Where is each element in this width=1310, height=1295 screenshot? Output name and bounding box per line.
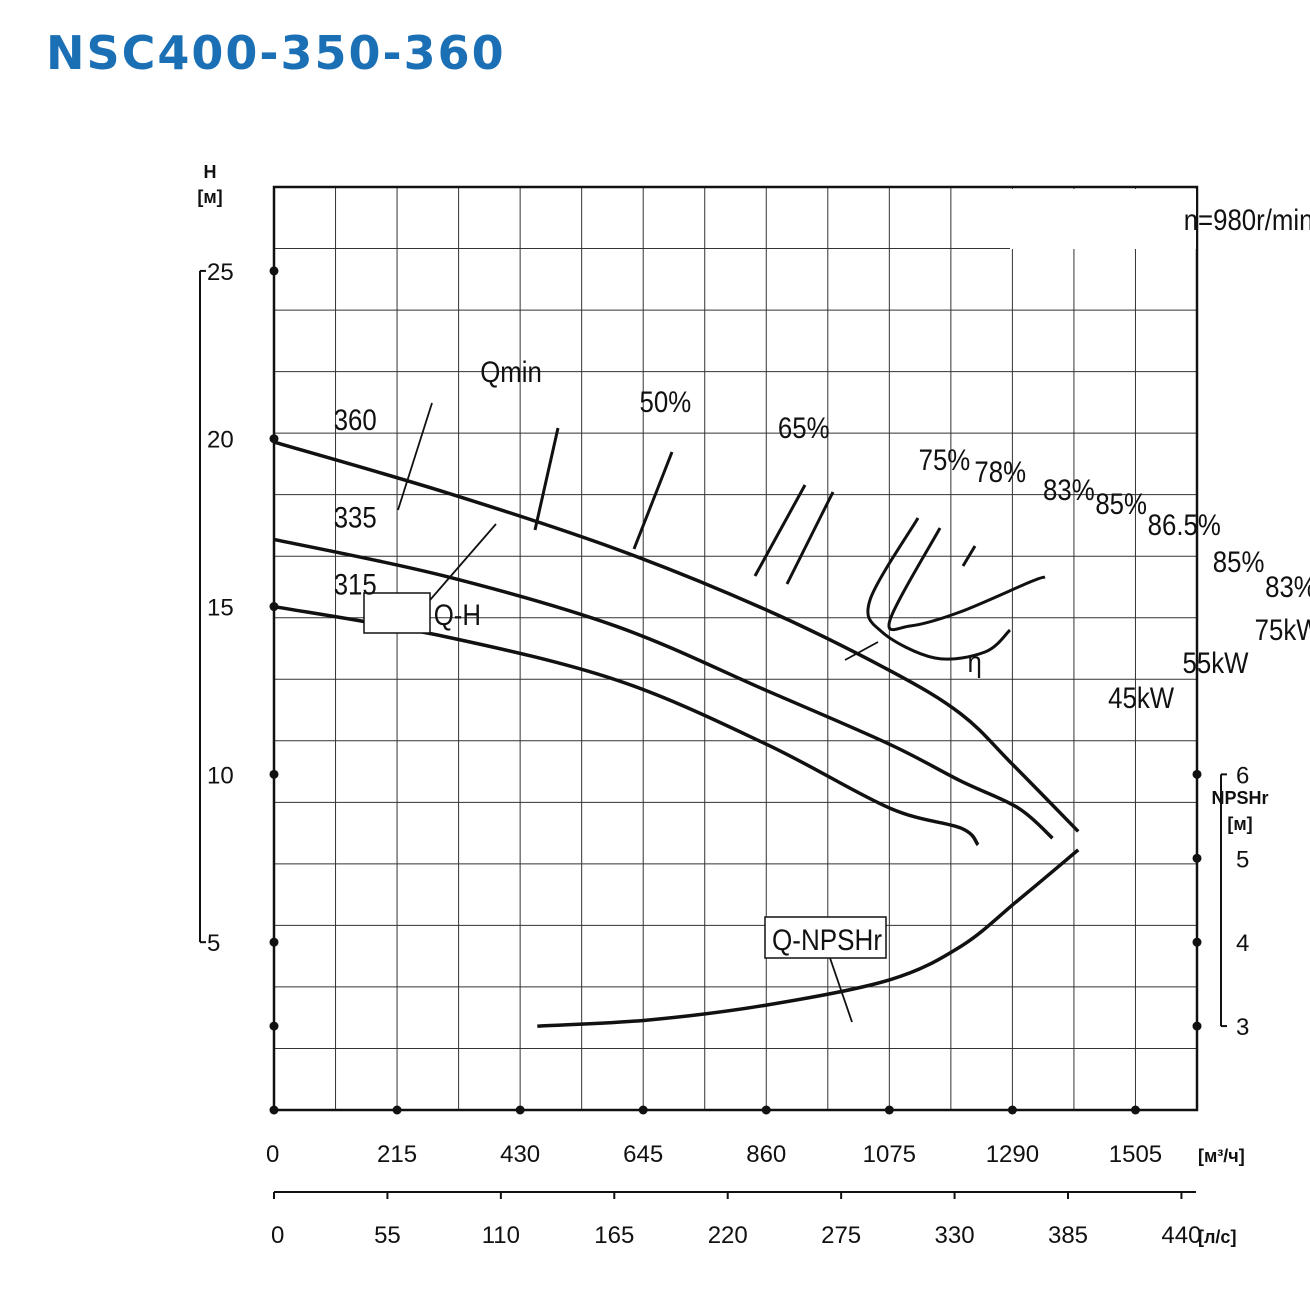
qh-curve-335 <box>273 537 1054 840</box>
efficiency-iso-line <box>961 545 977 567</box>
ls-tick-label: 165 <box>594 1222 634 1249</box>
x-tick-dot <box>515 1105 525 1115</box>
npsh-axis-unit: [м] <box>1227 814 1252 834</box>
power-label: 75kW <box>1255 613 1310 646</box>
x-tick-label: 1505 <box>1109 1141 1162 1168</box>
h-tick-label: 25 <box>207 259 234 286</box>
speed-label: n=980r/min <box>1184 203 1310 236</box>
leader-line <box>829 957 853 1023</box>
x-axis-unit: [м³/ч] <box>1198 1146 1245 1166</box>
x-tick-label: 645 <box>623 1141 663 1168</box>
efficiency-label: 86.5% <box>1148 508 1221 541</box>
power-label: 45kW <box>1108 681 1174 714</box>
efficiency-label: 85% <box>1095 487 1147 520</box>
npsh-tick-dot <box>1192 937 1202 947</box>
npsh-tick-label: 4 <box>1236 930 1249 957</box>
x-tick-dot <box>269 1105 279 1115</box>
x-tick-label: 0 <box>266 1141 279 1168</box>
plot-border <box>272 185 1199 1112</box>
plot-frame <box>199 185 1227 1199</box>
x-tick-label: 860 <box>746 1141 786 1168</box>
qh-label-box <box>363 592 431 634</box>
x-tick-dot <box>638 1105 648 1115</box>
impeller-label: 335 <box>334 501 377 534</box>
efficiency-label: 85% <box>1213 545 1265 578</box>
h-tick-dot <box>269 266 279 276</box>
efficiency-label: 50% <box>640 385 692 418</box>
npsh-curve-label: Q-NPSHr <box>772 924 882 957</box>
h-tick-dot <box>269 769 279 779</box>
leader-line <box>844 641 879 661</box>
efficiency-label: 75% <box>919 443 971 476</box>
npsh-curve <box>537 848 1080 1028</box>
efficiency-iso-line <box>887 527 1046 632</box>
efficiency-label: 83% <box>1265 570 1310 603</box>
eta-label: η <box>967 645 981 678</box>
npsh-tick-label: 6 <box>1236 762 1249 789</box>
x-tick-label: 1290 <box>986 1141 1039 1168</box>
ls-tick-label: 330 <box>935 1222 975 1249</box>
leader-line <box>397 402 433 511</box>
qmin-label: Qmin <box>480 355 542 388</box>
efficiency-iso-line <box>753 484 807 577</box>
x-tick-label: 215 <box>377 1141 417 1168</box>
power-label: 55kW <box>1183 646 1249 679</box>
efficiency-iso-line <box>533 427 560 531</box>
ls-tick-label: 0 <box>271 1222 284 1249</box>
ls-axis-unit: [л/с] <box>1198 1227 1236 1247</box>
x-tick-dot <box>1007 1105 1017 1115</box>
ls-tick-label: 55 <box>374 1222 401 1249</box>
h-axis-unit: [м] <box>197 187 222 207</box>
npsh-tick-label: 3 <box>1236 1014 1249 1041</box>
npsh-label-box <box>764 916 887 959</box>
npsh-axis-label: NPSHr <box>1211 788 1268 808</box>
ls-tick-label: 385 <box>1048 1222 1088 1249</box>
leader-line <box>429 523 497 601</box>
x-tick-dot <box>761 1105 771 1115</box>
h-tick-dot <box>269 1021 279 1031</box>
efficiency-iso-line <box>866 517 1012 661</box>
npsh-tick-dot <box>1192 1021 1202 1031</box>
npsh-tick-dot <box>1192 769 1202 779</box>
h-tick-label: 10 <box>207 762 234 789</box>
ls-tick-label: 440 <box>1161 1222 1201 1249</box>
x-tick-label: 1075 <box>863 1141 916 1168</box>
ls-tick-label: 275 <box>821 1222 861 1249</box>
h-axis-label: Н <box>204 162 217 182</box>
impeller-label: 315 <box>334 568 377 601</box>
efficiency-label: 78% <box>974 455 1026 488</box>
ls-tick-label: 220 <box>708 1222 748 1249</box>
speed-label-box <box>1010 189 1196 249</box>
npsh-tick-label: 5 <box>1236 846 1249 873</box>
h-tick-label: 20 <box>207 427 234 454</box>
curves <box>273 427 1080 1028</box>
h-tick-label: 5 <box>207 930 220 957</box>
x-tick-dot <box>884 1105 894 1115</box>
ls-tick-label: 110 <box>482 1222 520 1249</box>
npsh-tick-dot <box>1192 853 1202 863</box>
efficiency-iso-line <box>785 491 835 585</box>
x-tick-label: 430 <box>500 1141 540 1168</box>
h-tick-dot <box>269 937 279 947</box>
leader-lines <box>363 402 887 1023</box>
h-tick-label: 15 <box>207 595 234 622</box>
qh-curve-360 <box>273 440 1080 833</box>
efficiency-iso-line <box>632 451 674 550</box>
impeller-label: 360 <box>334 403 377 436</box>
grid <box>274 187 1197 1110</box>
chart-title: NSC400-350-360 <box>46 26 506 80</box>
qh-label: Q-H <box>434 598 481 631</box>
efficiency-label: 83% <box>1043 473 1095 506</box>
x-tick-dot <box>392 1105 402 1115</box>
x-tick-dot <box>1130 1105 1140 1115</box>
qh-curve-315 <box>273 604 980 847</box>
efficiency-label: 65% <box>778 411 830 444</box>
